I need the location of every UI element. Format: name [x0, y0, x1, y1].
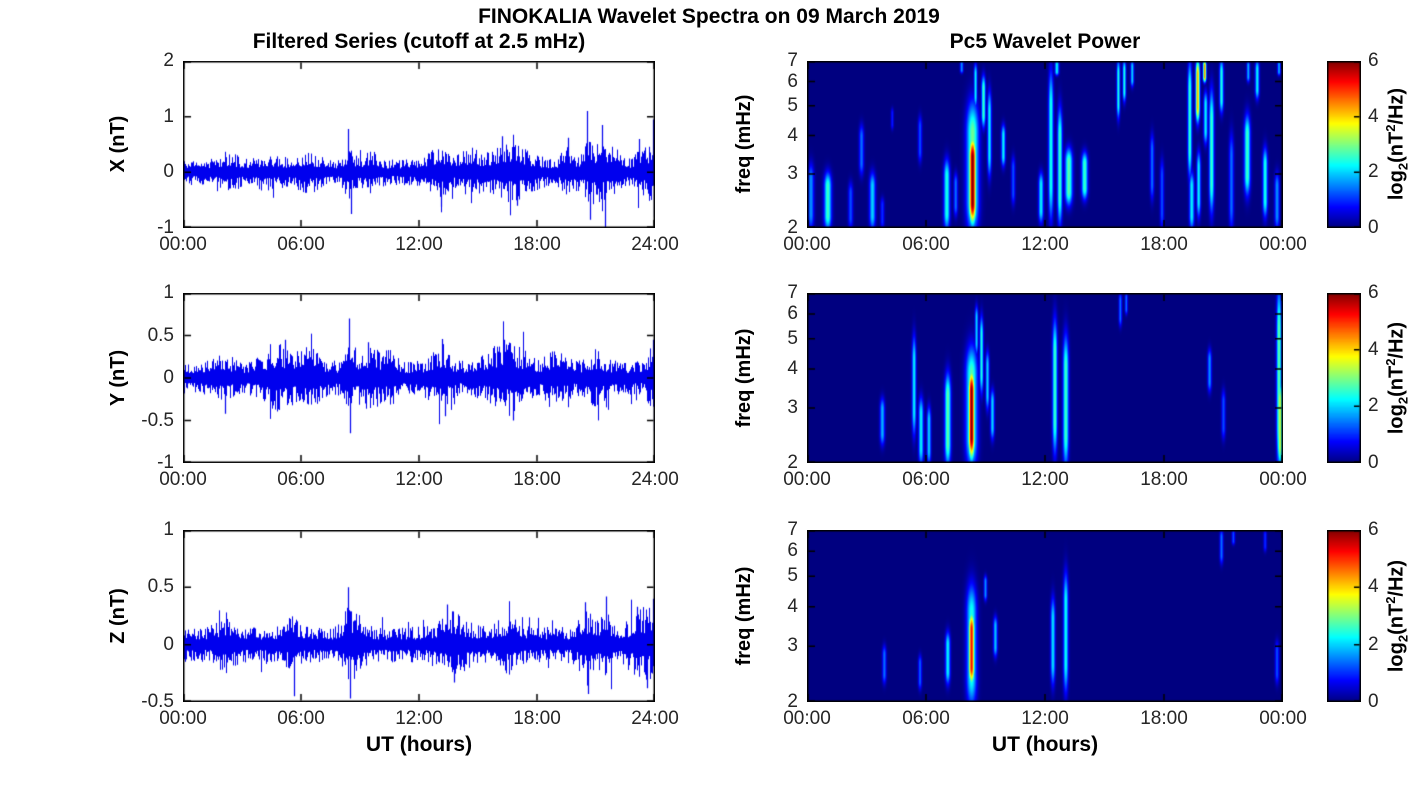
colorbar-middle [1327, 293, 1361, 463]
y-tick-label: 6 [787, 70, 798, 92]
x-wavelet-spectrogram [807, 61, 1283, 228]
x-tick-label: 00:00 [1259, 708, 1307, 729]
x-tick-label: 12:00 [1021, 708, 1069, 729]
colorbar-tick-label: 0 [1368, 691, 1379, 712]
y-tick-label: 7 [787, 50, 798, 71]
x-tick-label: 00:00 [159, 469, 207, 490]
y-tick-label: -1 [157, 217, 174, 238]
y-tick-label: 2 [787, 452, 798, 473]
y-tick-label: -1 [157, 452, 174, 473]
y-tick-label: 0 [163, 633, 174, 655]
y-tick-label: 7 [787, 519, 798, 540]
xlabel-left: UT (hours) [365, 733, 473, 756]
xlabel-right: UT (hours) [991, 733, 1099, 756]
cb-label-mid: (nT [1385, 365, 1408, 397]
y-tick-label: 4 [787, 357, 798, 379]
y-wavelet-spectrogram [807, 293, 1283, 463]
y-tick-label: 5 [787, 565, 798, 587]
x-tick-label: 12:00 [1021, 234, 1069, 255]
colorbar-top [1327, 61, 1361, 228]
y-tick-label: 2 [163, 50, 174, 71]
x-tick-label: 18:00 [513, 469, 561, 490]
x-tick-label: 18:00 [1140, 234, 1188, 255]
y-tick-label: 0 [163, 367, 174, 388]
z-wavelet-spectrogram [807, 530, 1283, 702]
y-tick-label: 0.5 [147, 324, 174, 346]
x-tick-label: 12:00 [395, 469, 443, 490]
x-tick-label: 12:00 [395, 234, 443, 255]
y-tick-label: 1 [163, 519, 174, 540]
colorbar-tick-label: 4 [1368, 105, 1379, 127]
y-tick-label: 6 [787, 540, 798, 562]
colorbar-tick-label: 2 [1368, 161, 1379, 183]
y-tick-label: 2 [787, 691, 798, 712]
y-tick-label: 3 [787, 396, 798, 418]
z-filtered-series-plot [183, 530, 655, 702]
colorbar-tick-label: 6 [1368, 519, 1379, 540]
x-tick-label: 06:00 [277, 469, 325, 490]
colorbar-bottom [1327, 530, 1361, 702]
x-tick-label: 00:00 [783, 708, 831, 729]
colorbar-tick-label: 4 [1368, 576, 1379, 598]
x-tick-label: 18:00 [1140, 708, 1188, 729]
x-tick-label: 12:00 [395, 708, 443, 729]
x-tick-label: 18:00 [513, 708, 561, 729]
x-tick-label: 12:00 [1021, 469, 1069, 490]
y-tick-label: 4 [787, 124, 798, 146]
y-tick-label: 1 [163, 282, 174, 303]
x-tick-label: 24:00 [631, 708, 679, 729]
x-tick-label: 24:00 [631, 469, 679, 490]
colorbar-tick-label: 0 [1368, 452, 1379, 473]
x-tick-label: 00:00 [1259, 234, 1307, 255]
y-tick-label: 3 [787, 162, 798, 184]
x-tick-label: 00:00 [783, 469, 831, 490]
y-tick-label: 0 [163, 161, 174, 183]
left-column-title: Filtered Series (cutoff at 2.5 mHz) [252, 30, 586, 53]
colorbar-tick-label: 2 [1368, 395, 1379, 417]
cb-label-mid: (nT [1385, 603, 1408, 635]
y-tick-label: 0.5 [147, 576, 174, 598]
colorbar-tick-label: 6 [1368, 282, 1379, 303]
x-tick-label: 06:00 [902, 708, 950, 729]
x-tick-label: 00:00 [1259, 469, 1307, 490]
x-tick-label: 06:00 [902, 469, 950, 490]
x-tick-label: 00:00 [159, 234, 207, 255]
y-tick-label: 1 [163, 105, 174, 127]
colorbar-tick-label: 4 [1368, 338, 1379, 360]
y-tick-label: 4 [787, 595, 798, 617]
y-tick-label: 5 [787, 327, 798, 349]
x-tick-label: 18:00 [513, 234, 561, 255]
x-tick-label: 06:00 [277, 234, 325, 255]
right-column-title: Pc5 Wavelet Power [949, 30, 1141, 53]
x-tick-label: 06:00 [902, 234, 950, 255]
colorbar-tick-label: 2 [1368, 633, 1379, 655]
colorbar-tick-label: 6 [1368, 50, 1379, 71]
y-tick-label: 5 [787, 94, 798, 116]
y-tick-label: 2 [787, 217, 798, 238]
colorbar-tick-label: 0 [1368, 217, 1379, 238]
y-tick-label: 3 [787, 635, 798, 657]
x-tick-label: 00:00 [159, 708, 207, 729]
figure-title: FINOKALIA Wavelet Spectra on 09 March 20… [478, 5, 940, 28]
cb-label-mid: (nT [1385, 131, 1408, 163]
x-filtered-series-plot [183, 61, 655, 228]
y-tick-label: 6 [787, 302, 798, 324]
y-filtered-series-plot [183, 293, 655, 463]
x-tick-label: 18:00 [1140, 469, 1188, 490]
y-tick-label: -0.5 [141, 691, 174, 712]
x-tick-label: 24:00 [631, 234, 679, 255]
x-tick-label: 00:00 [783, 234, 831, 255]
x-tick-label: 06:00 [277, 708, 325, 729]
y-tick-label: -0.5 [141, 409, 174, 431]
y-tick-label: 7 [787, 282, 798, 303]
